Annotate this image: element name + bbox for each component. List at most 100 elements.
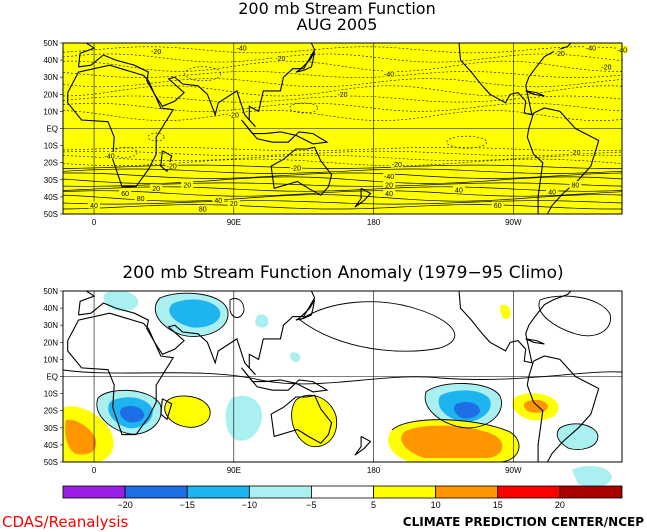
bottom-coastlines [67,290,600,463]
contour-label-bg [336,90,349,98]
contour-label-bg [584,44,597,52]
coastline [270,146,333,196]
coastline [295,299,316,321]
contour-label-bg [235,44,248,52]
lat-label: 50N [43,287,58,296]
contour-label-bg [165,162,178,170]
contour-label: -20 [392,162,402,169]
coastline [354,435,372,456]
contour-label: -20 [275,56,285,63]
contour-cell [289,102,318,114]
anomaly-contour [556,423,599,450]
coastline [67,64,175,188]
contour-label-bg [150,184,163,192]
top-map-frame [62,42,623,215]
contour-label: 40 [90,203,98,210]
lat-label: 30S [44,176,58,185]
coastline [525,338,545,345]
contour-label-bg [383,180,396,188]
colorbar-label: −10 [242,500,257,510]
lat-label: 10S [44,390,58,399]
coastline [67,312,175,436]
bottom-gridlines [60,290,622,463]
stream-contour [63,172,623,179]
lat-label: EQ [46,125,58,134]
footer-right: CLIMATE PREDICTION CENTER/NCEP [403,515,644,529]
lat-label: 30S [44,424,58,433]
lon-label: 90W [505,466,522,475]
contour-label: 80 [137,196,145,203]
contour-label: 60 [121,191,129,198]
contour-label: -20 [601,64,611,71]
stream-contour [62,158,623,166]
contour-label: 40 [385,191,393,198]
stream-contour [62,71,623,78]
contour-label-bg [227,199,240,207]
lat-label: 40S [44,193,58,202]
colorbar-label: 15 [493,500,503,510]
contour-label-bg [569,180,582,188]
top-title-line2: AUG 2005 [297,15,378,34]
coastline [160,398,173,421]
colorbar-swatch [186,485,250,499]
contour-cell [446,135,488,149]
contour-label: 40 [214,198,222,205]
coastline [354,187,372,208]
lat-label: 20N [43,338,58,347]
bottom-title: 200 mb Stream Function Anomaly (1979−95 … [122,263,563,283]
bottom-lat-labels: 50N 40N 30N 20N 10N EQ 10S 20S 30S 40S 50S [43,287,58,467]
anomaly-cyan-indian [225,395,262,441]
anomaly-contour [229,298,245,318]
contour-cell [184,66,222,82]
contour-label-bg [600,62,613,70]
contour-label: -20 [151,49,161,56]
lat-label: 20S [44,159,58,168]
contour-label-bg [553,49,566,57]
contour-label: -40 [105,153,115,160]
contour-label: 20 [152,186,160,193]
lon-label: 0 [92,218,97,227]
coastline [525,90,545,97]
contour-label-bg [546,187,559,195]
anomaly-yellow-australia [291,395,337,447]
colorbar-label: −5 [306,500,316,510]
anomaly-cyan-satlantic [557,423,598,450]
lat-label: 10N [43,355,58,364]
contour-label-bg [181,180,194,188]
anomaly-contour [291,394,338,448]
top-title-line1: 200 mb Stream Function [238,0,435,18]
lat-label: 50S [44,458,58,467]
colorbar-swatch [124,485,188,499]
anomaly-contour [391,419,520,463]
anomaly-cyan-sa [572,465,612,487]
contour-label: 60 [494,203,502,210]
lon-label: 90W [505,218,522,227]
top-gridlines [60,42,622,215]
stream-contour [62,85,623,97]
stream-contour [62,168,623,174]
lat-label: 30N [43,321,58,330]
contour-label-bg [491,201,504,209]
contour-label-bg [383,172,396,180]
bottom-lon-labels: 090E18090W0 [92,466,522,475]
contour-label: -20 [167,164,177,171]
bottom-map-panel: 50N 40N 30N 20N 10N EQ 10S 20S 30S 40S 50S 0 90E 180… [43,287,623,487]
anomaly-yellow-madagascar [164,395,211,428]
contour-label: -20 [555,51,565,58]
stream-contour [62,154,623,161]
colorbar-swatch [559,485,623,499]
lon-label: 180 [367,466,381,475]
coastline [160,150,173,173]
colorbar-swatch [248,485,312,499]
lat-label: 20N [43,90,58,99]
colorbar: −20 −15 −10 −5 5 10 15 20 [62,485,623,510]
colorbar-label: −20 [117,500,132,510]
lat-label: 40N [43,56,58,65]
contour-label: 20 [183,182,191,189]
lat-label: 10N [43,107,58,116]
stream-contour [62,110,623,121]
contour-label-bg [196,204,209,212]
contour-label-bg [227,110,240,118]
colorbar-swatch [311,485,374,499]
